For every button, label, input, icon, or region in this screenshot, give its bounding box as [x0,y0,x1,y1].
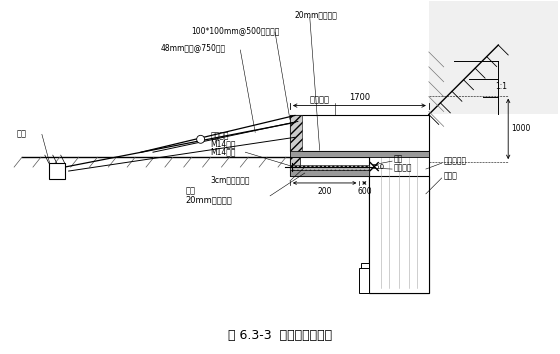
Text: 地锚: 地锚 [17,130,27,139]
Bar [369,152,429,293]
Polygon shape [429,1,558,114]
Text: 图 6.3-3  圈梁施工示意图: 图 6.3-3 圈梁施工示意图 [228,329,332,342]
Bar [290,115,429,151]
Text: T50: T50 [371,164,384,170]
Text: 1:1: 1:1 [495,82,507,91]
Text: 200: 200 [318,187,332,196]
Text: 钻孔桩: 钻孔桩 [444,171,458,181]
Text: 600: 600 [357,187,372,196]
Bar [290,157,369,176]
Text: 钻孔桩主筋: 钻孔桩主筋 [444,156,467,166]
Bar [369,176,429,293]
Bar [290,165,369,170]
Text: 1000: 1000 [511,124,530,133]
Text: 20mm厚竹胶板: 20mm厚竹胶板 [186,195,232,204]
Bar [361,263,369,293]
Text: 3cm砂浆找平层: 3cm砂浆找平层 [211,176,250,184]
Text: 山型扣件: 山型扣件 [211,132,229,141]
Text: M14螺杆: M14螺杆 [211,148,236,157]
Circle shape [197,135,204,143]
Text: 20mm厚竹胶板: 20mm厚竹胶板 [295,11,338,20]
Text: 焊接: 焊接 [394,155,403,164]
Bar [290,151,429,157]
Bar [290,157,300,176]
Text: 临时支撑: 临时支撑 [310,95,330,104]
Bar [290,115,302,151]
Text: 48mm钢管@750支撑: 48mm钢管@750支撑 [161,44,226,52]
Text: 底模: 底模 [186,187,196,195]
Text: 100*100mm@500方木支撑: 100*100mm@500方木支撑 [191,25,279,35]
Bar [290,170,369,176]
Text: 梁底标高: 梁底标高 [394,164,413,172]
Bar [360,268,369,293]
Bar [49,163,65,179]
Text: M14螺帽: M14螺帽 [211,140,236,149]
Text: 1700: 1700 [349,93,370,102]
